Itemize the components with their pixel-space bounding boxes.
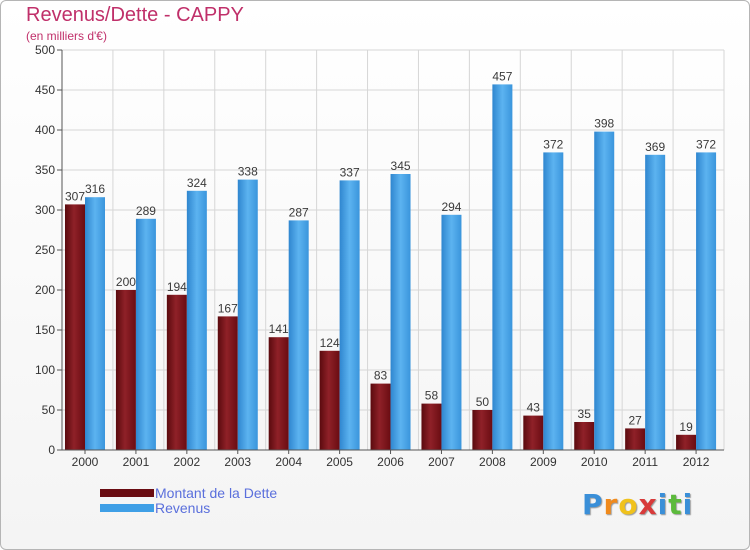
logo-letter: o (618, 488, 639, 521)
value-label-revenus: 372 (696, 137, 716, 151)
value-label-dette: 167 (218, 301, 238, 315)
value-label-dette: 200 (116, 275, 136, 289)
x-tick-label: 2011 (632, 455, 658, 469)
y-tick-label: 150 (35, 323, 55, 337)
logo-letter: P (582, 488, 604, 521)
bars (65, 84, 717, 451)
value-label-dette: 83 (374, 369, 388, 383)
value-label-revenus: 337 (340, 165, 360, 179)
bar-dette (676, 434, 697, 450)
x-tick-label: 2009 (530, 455, 557, 469)
bar-revenus (288, 220, 309, 450)
value-label-dette: 58 (425, 389, 439, 403)
bar-dette (65, 204, 85, 450)
y-tick-label: 250 (35, 243, 55, 257)
value-label-dette: 35 (578, 407, 592, 421)
y-tick-label: 100 (35, 363, 55, 377)
bar-dette (166, 294, 187, 450)
proxiti-logo: Proxiti (582, 488, 693, 521)
value-label-revenus: 369 (645, 140, 665, 154)
value-label-revenus: 316 (85, 182, 105, 196)
bar-revenus (390, 174, 411, 450)
bar-revenus (186, 190, 207, 451)
bar-dette (472, 410, 493, 450)
value-label-revenus: 398 (594, 117, 614, 131)
x-tick-label: 2004 (275, 455, 302, 469)
legend-swatch-revenus (100, 504, 154, 512)
value-label-dette: 50 (476, 395, 490, 409)
x-tick-label: 2003 (224, 455, 251, 469)
bar-revenus (696, 152, 717, 450)
bar-revenus (85, 197, 105, 450)
value-label-revenus: 457 (492, 69, 512, 83)
y-tick-label: 0 (48, 443, 55, 457)
value-label-revenus: 287 (289, 205, 309, 219)
bar-dette (574, 422, 595, 450)
bar-dette (523, 415, 544, 450)
x-tick-label: 2000 (72, 455, 99, 469)
x-tick-label: 2010 (581, 455, 608, 469)
bar-revenus (441, 214, 462, 450)
y-tick-label: 200 (35, 283, 55, 297)
x-tick-label: 2002 (173, 455, 200, 469)
y-tick-label: 400 (35, 123, 55, 137)
bar-revenus (645, 154, 666, 451)
x-tick-label: 2008 (479, 455, 506, 469)
bar-dette (115, 290, 136, 450)
x-tick-label: 2007 (428, 455, 455, 469)
axes (57, 49, 724, 454)
chart-title: Revenus/Dette - CAPPY (26, 4, 244, 26)
logo-letter: t (668, 488, 683, 521)
y-tick-label: 350 (35, 163, 55, 177)
bar-dette (421, 403, 442, 450)
value-label-dette: 19 (679, 420, 693, 434)
y-tick-label: 300 (35, 203, 55, 217)
bar-dette (319, 350, 340, 450)
value-label-dette: 141 (269, 322, 289, 336)
legend-label-revenus: Revenus (155, 500, 211, 516)
legend-item-dette: Montant de la Dette (100, 485, 360, 502)
value-label-dette: 27 (628, 413, 642, 427)
value-label-revenus: 345 (391, 159, 411, 173)
bar-revenus (135, 218, 156, 450)
bar-dette (625, 428, 646, 450)
bar-revenus (543, 152, 564, 450)
y-tick-label: 50 (42, 403, 56, 417)
legend-label-dette: Montant de la Dette (155, 485, 278, 501)
bar-dette (370, 383, 391, 450)
x-tick-label: 2001 (123, 455, 150, 469)
value-label-dette: 124 (320, 336, 340, 350)
logo-letter: r (603, 488, 619, 521)
value-label-revenus: 324 (187, 176, 207, 190)
logo-letter: i (657, 488, 669, 521)
value-label-revenus: 338 (238, 165, 258, 179)
y-tick-label: 500 (35, 43, 55, 57)
x-tick-label: 2005 (326, 455, 353, 469)
legend-swatch-dette (100, 489, 154, 497)
value-label-revenus: 372 (543, 137, 563, 151)
bar-dette (217, 316, 238, 450)
value-label-dette: 307 (65, 189, 85, 203)
legend-item-revenus: Revenus (100, 500, 360, 517)
value-label-revenus: 289 (136, 204, 156, 218)
value-label-dette: 194 (167, 280, 187, 294)
x-tick-label: 2012 (683, 455, 710, 469)
bar-dette (268, 337, 289, 450)
logo-letter: i (682, 488, 694, 521)
value-label-revenus: 294 (441, 200, 461, 214)
bar-revenus (339, 180, 360, 450)
bar-revenus (492, 84, 513, 451)
y-tick-label: 450 (35, 83, 55, 97)
value-label-dette: 43 (527, 401, 541, 415)
bar-revenus (594, 131, 615, 450)
x-tick-label: 2006 (377, 455, 404, 469)
bar-revenus (237, 179, 258, 450)
chart-subtitle: (en milliers d'€) (26, 29, 107, 43)
logo-letter: x (638, 488, 658, 521)
